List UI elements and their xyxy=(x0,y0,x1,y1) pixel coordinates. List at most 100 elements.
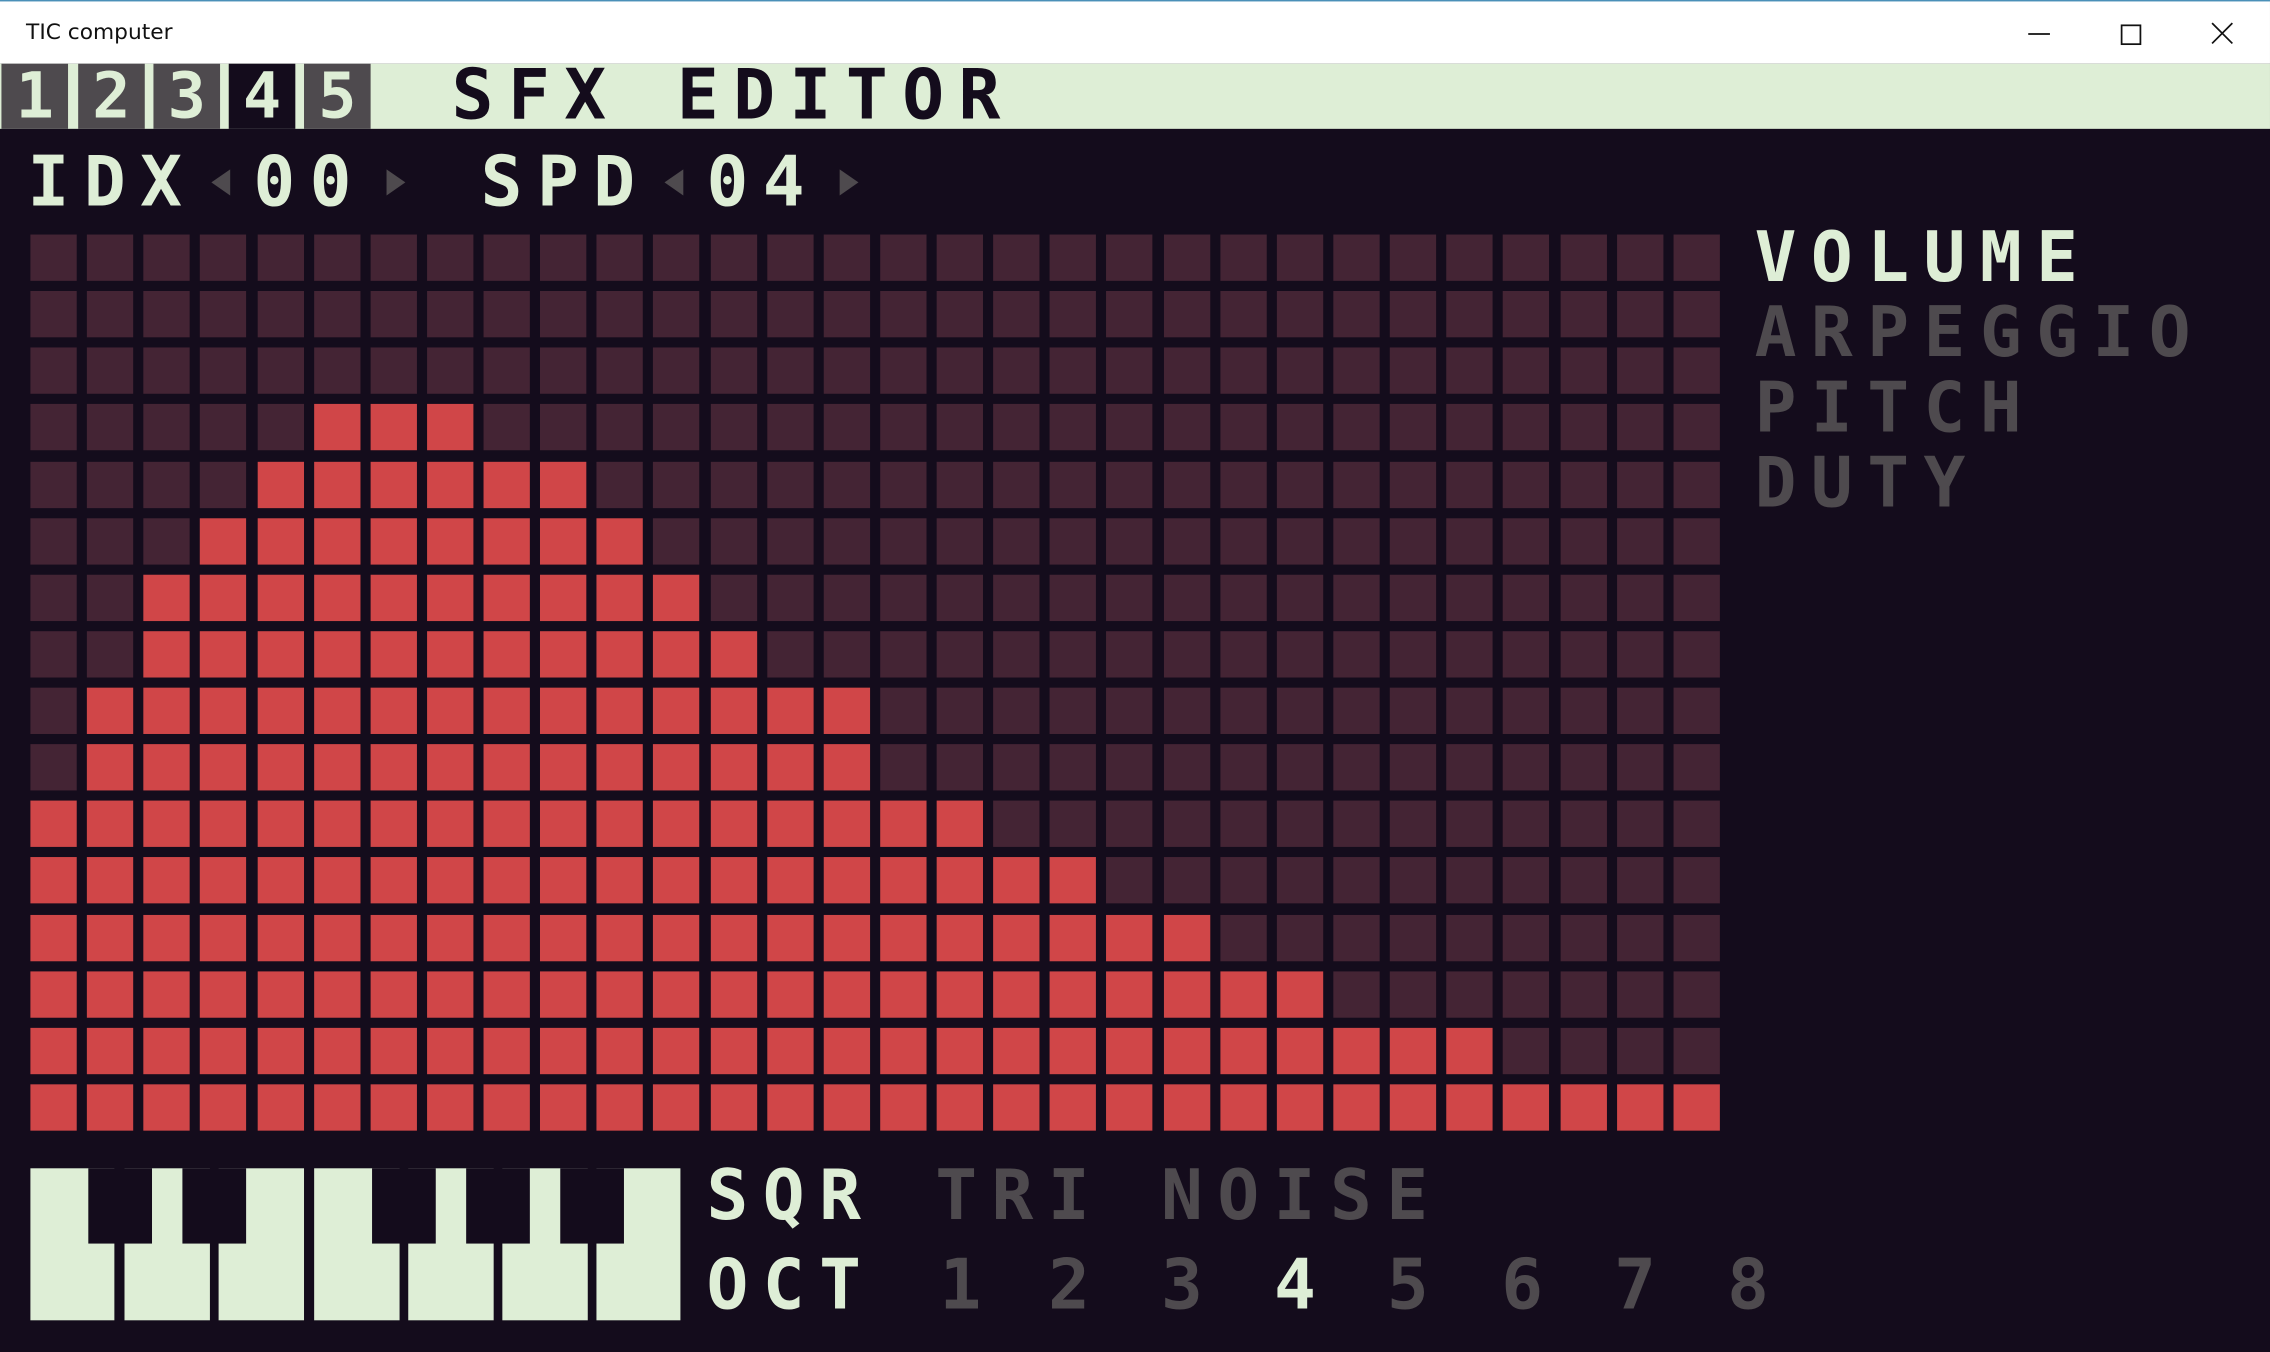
octave-3[interactable]: 3 xyxy=(1161,1245,1218,1327)
volume-cell-filled[interactable] xyxy=(313,517,360,565)
volume-cell-empty[interactable] xyxy=(1616,914,1663,961)
volume-cell-empty[interactable] xyxy=(653,234,700,281)
volume-cell-empty[interactable] xyxy=(30,461,77,508)
volume-cell-filled[interactable] xyxy=(426,857,474,904)
volume-cell-filled[interactable] xyxy=(653,857,700,904)
volume-cell-filled[interactable] xyxy=(710,687,757,735)
volume-cell-empty[interactable] xyxy=(1446,234,1493,281)
volume-cell-empty[interactable] xyxy=(540,234,587,281)
volume-cell-empty[interactable] xyxy=(653,517,700,565)
volume-cell-filled[interactable] xyxy=(936,1084,984,1131)
volume-cell-filled[interactable] xyxy=(1389,1084,1437,1131)
volume-cell-filled[interactable] xyxy=(1389,1027,1437,1074)
volume-cell-empty[interactable] xyxy=(1389,914,1437,961)
volume-cell-filled[interactable] xyxy=(653,914,700,961)
volume-cell-filled[interactable] xyxy=(540,801,587,848)
volume-cell-filled[interactable] xyxy=(143,1027,191,1074)
volume-cell-empty[interactable] xyxy=(87,574,134,621)
volume-cell-empty[interactable] xyxy=(143,517,191,565)
volume-cell-empty[interactable] xyxy=(1673,291,1720,338)
volume-cell-empty[interactable] xyxy=(1106,574,1154,621)
volume-cell-empty[interactable] xyxy=(1163,234,1210,281)
volume-cell-empty[interactable] xyxy=(483,234,530,281)
volume-cell-empty[interactable] xyxy=(87,347,134,395)
volume-cell-empty[interactable] xyxy=(936,347,984,395)
volume-cell-empty[interactable] xyxy=(1106,631,1154,678)
volume-cell-empty[interactable] xyxy=(143,347,191,395)
volume-cell-filled[interactable] xyxy=(200,744,247,791)
volume-cell-empty[interactable] xyxy=(1389,744,1437,791)
volume-cell-empty[interactable] xyxy=(1503,857,1550,904)
volume-cell-filled[interactable] xyxy=(823,1027,870,1074)
volume-cell-empty[interactable] xyxy=(483,347,530,395)
volume-cell-empty[interactable] xyxy=(483,404,530,451)
close-button[interactable] xyxy=(2190,13,2254,56)
volume-cell-empty[interactable] xyxy=(1276,857,1323,904)
volume-cell-empty[interactable] xyxy=(1220,517,1267,565)
volume-cell-empty[interactable] xyxy=(1333,914,1380,961)
volume-cell-filled[interactable] xyxy=(313,404,360,451)
volume-cell-empty[interactable] xyxy=(766,234,814,281)
volume-cell-filled[interactable] xyxy=(1163,1084,1210,1131)
volume-cell-empty[interactable] xyxy=(30,404,77,451)
volume-cell-filled[interactable] xyxy=(426,574,474,621)
volume-cell-empty[interactable] xyxy=(596,234,644,281)
volume-cell-empty[interactable] xyxy=(1446,914,1493,961)
volume-cell-filled[interactable] xyxy=(87,914,134,961)
volume-cell-empty[interactable] xyxy=(1389,234,1437,281)
volume-cell-filled[interactable] xyxy=(370,914,417,961)
volume-cell-empty[interactable] xyxy=(1389,970,1437,1018)
volume-cell-filled[interactable] xyxy=(483,517,530,565)
volume-cell-filled[interactable] xyxy=(200,914,247,961)
volume-cell-empty[interactable] xyxy=(936,631,984,678)
volume-cell-filled[interactable] xyxy=(936,914,984,961)
volume-cell-empty[interactable] xyxy=(710,347,757,395)
volume-cell-filled[interactable] xyxy=(936,1027,984,1074)
volume-cell-filled[interactable] xyxy=(370,801,417,848)
volume-cell-filled[interactable] xyxy=(483,631,530,678)
volume-cell-empty[interactable] xyxy=(1333,347,1380,395)
volume-cell-filled[interactable] xyxy=(370,574,417,621)
volume-cell-empty[interactable] xyxy=(540,347,587,395)
volume-cell-empty[interactable] xyxy=(766,574,814,621)
volume-cell-empty[interactable] xyxy=(596,347,644,395)
volume-cell-empty[interactable] xyxy=(653,461,700,508)
volume-cell-empty[interactable] xyxy=(1616,687,1663,735)
volume-cell-filled[interactable] xyxy=(540,1027,587,1074)
volume-cell-empty[interactable] xyxy=(200,404,247,451)
volume-cell-filled[interactable] xyxy=(1050,857,1097,904)
volume-cell-filled[interactable] xyxy=(313,1084,360,1131)
octave-1[interactable]: 1 xyxy=(939,1245,996,1327)
volume-cell-filled[interactable] xyxy=(370,461,417,508)
volume-cell-empty[interactable] xyxy=(1333,631,1380,678)
volume-cell-filled[interactable] xyxy=(540,517,587,565)
volume-cell-empty[interactable] xyxy=(1333,744,1380,791)
volume-cell-empty[interactable] xyxy=(1050,291,1097,338)
volume-cell-filled[interactable] xyxy=(87,1084,134,1131)
volume-cell-filled[interactable] xyxy=(87,970,134,1018)
volume-cell-empty[interactable] xyxy=(993,801,1040,848)
volume-cell-empty[interactable] xyxy=(1559,631,1607,678)
volume-cell-empty[interactable] xyxy=(1276,744,1323,791)
volume-cell-filled[interactable] xyxy=(143,1084,191,1131)
volume-cell-empty[interactable] xyxy=(1559,461,1607,508)
volume-cell-filled[interactable] xyxy=(87,801,134,848)
volume-cell-empty[interactable] xyxy=(1503,1027,1550,1074)
volume-cell-empty[interactable] xyxy=(1050,687,1097,735)
volume-cell-filled[interactable] xyxy=(87,687,134,735)
volume-cell-filled[interactable] xyxy=(823,857,870,904)
volume-cell-empty[interactable] xyxy=(1276,347,1323,395)
volume-cell-empty[interactable] xyxy=(200,291,247,338)
volume-cell-filled[interactable] xyxy=(1050,914,1097,961)
volume-cell-filled[interactable] xyxy=(653,1084,700,1131)
volume-cell-filled[interactable] xyxy=(766,744,814,791)
volume-cell-empty[interactable] xyxy=(993,347,1040,395)
volume-cell-filled[interactable] xyxy=(596,687,644,735)
volume-cell-empty[interactable] xyxy=(1050,461,1097,508)
volume-cell-empty[interactable] xyxy=(87,234,134,281)
volume-cell-empty[interactable] xyxy=(1276,291,1323,338)
octave-6[interactable]: 6 xyxy=(1501,1245,1558,1327)
volume-cell-empty[interactable] xyxy=(1106,857,1154,904)
volume-cell-empty[interactable] xyxy=(993,291,1040,338)
spd-decrease-arrow-icon[interactable] xyxy=(664,169,684,196)
